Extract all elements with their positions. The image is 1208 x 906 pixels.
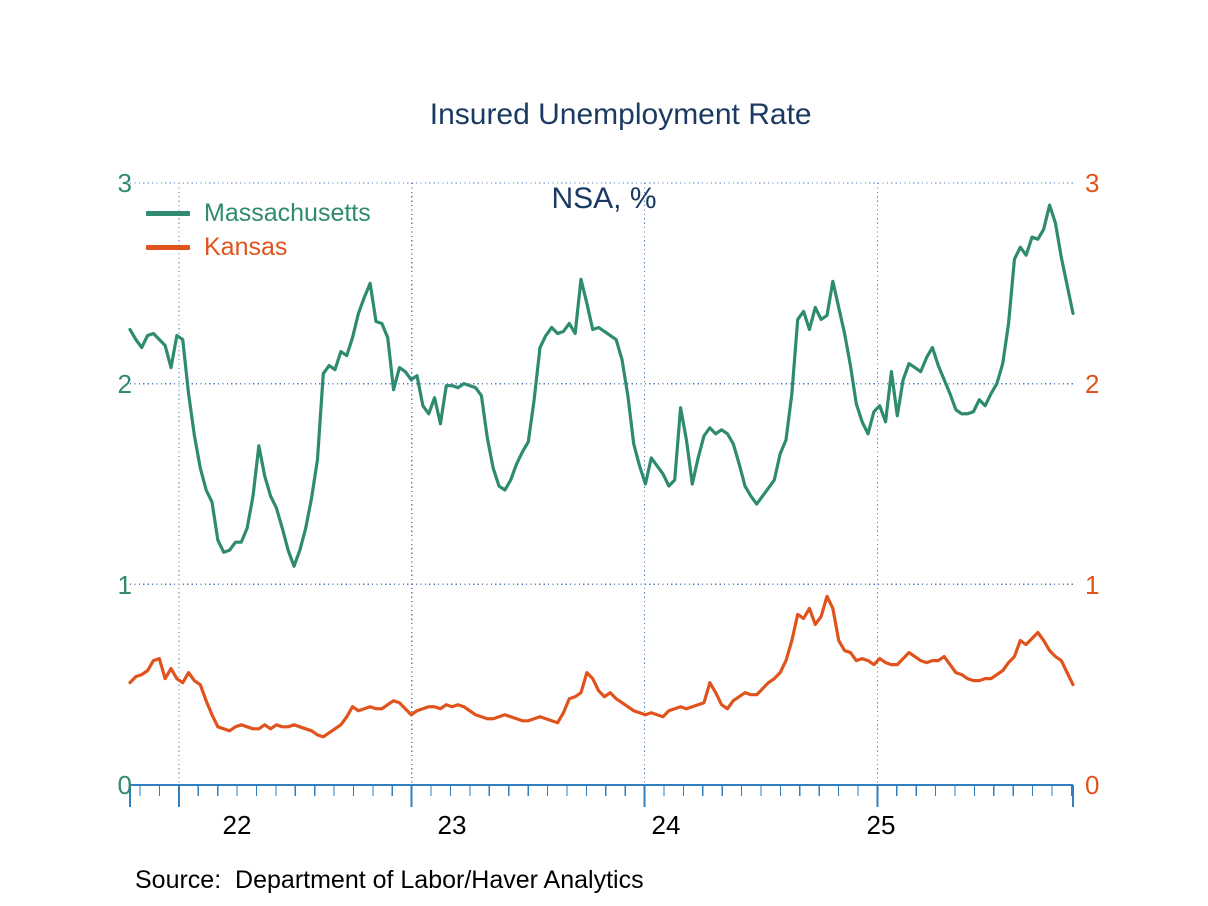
legend-label-massachusetts: Massachusetts [204, 198, 371, 227]
chart-legend: Massachusetts Kansas [146, 196, 371, 264]
y-axis-right-label-2: 2 [1085, 369, 1100, 399]
legend-swatch-massachusetts [146, 210, 190, 216]
y-axis-right-label-1: 1 [1085, 570, 1100, 600]
chart-title-line2: NSA, % [551, 182, 657, 215]
y-axis-right-label-3: 3 [1085, 168, 1100, 198]
legend-label-kansas: Kansas [204, 232, 288, 261]
legend-swatch-kansas [146, 244, 190, 250]
legend-item-kansas: Kansas [146, 230, 371, 264]
y-axis-right-label-0: 0 [1085, 770, 1100, 800]
y-axis-left-label-3: 3 [117, 168, 132, 198]
x-axis-label-24: 24 [651, 810, 681, 840]
chart-title-line1: Insured Unemployment Rate [429, 98, 812, 131]
legend-item-massachusetts: Massachusetts [146, 196, 371, 230]
x-axis-label-25: 25 [866, 810, 896, 840]
y-axis-left-label-2: 2 [117, 369, 132, 399]
y-axis-left-label-1: 1 [117, 570, 132, 600]
x-axis-label-23: 23 [437, 810, 467, 840]
x-axis-label-22: 22 [222, 810, 252, 840]
source-note: Source: Department of Labor/Haver Analyt… [135, 866, 644, 894]
chart-title: Insured Unemployment Rate NSA, % [0, 52, 1208, 304]
y-axis-left-label-0: 0 [117, 770, 132, 800]
